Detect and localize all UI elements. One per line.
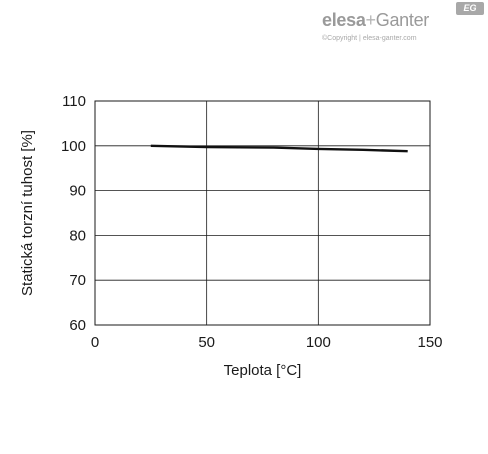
y-tick-label: 100 — [61, 138, 86, 155]
tick-labels: 0 50 100 150 60 70 80 90 100 110 — [61, 93, 443, 351]
elesa-ganter-logo: EG elesa+Ganter ©Copyright | elesa-gante… — [318, 2, 486, 48]
eg-badge: EG — [456, 2, 484, 15]
brand-ganter: Ganter — [375, 10, 430, 30]
plot-frame — [94, 100, 431, 326]
series-layer — [150, 144, 408, 153]
brand-elesa: elesa — [322, 10, 366, 30]
copyright-text: ©Copyright | elesa-ganter.com — [322, 35, 417, 42]
y-tick-label: 110 — [62, 93, 86, 110]
x-tick-label: 100 — [306, 334, 331, 351]
grid-lines — [94, 100, 431, 326]
brand-wordmark: elesa+Ganter — [322, 10, 429, 31]
y-tick-label: 80 — [69, 227, 86, 244]
x-tick-label: 0 — [91, 334, 99, 351]
x-axis-title: Teplota [°C] — [224, 362, 302, 379]
y-tick-label: 90 — [69, 183, 86, 200]
x-tick-label: 150 — [417, 334, 442, 351]
x-tick-label: 50 — [198, 334, 215, 351]
y-tick-label: 70 — [69, 272, 86, 289]
brand-plus: + — [365, 10, 377, 30]
y-axis-title: Statická torzní tuhost [%] — [19, 130, 36, 296]
y-tick-label: 60 — [69, 317, 86, 334]
series-line — [150, 144, 408, 153]
